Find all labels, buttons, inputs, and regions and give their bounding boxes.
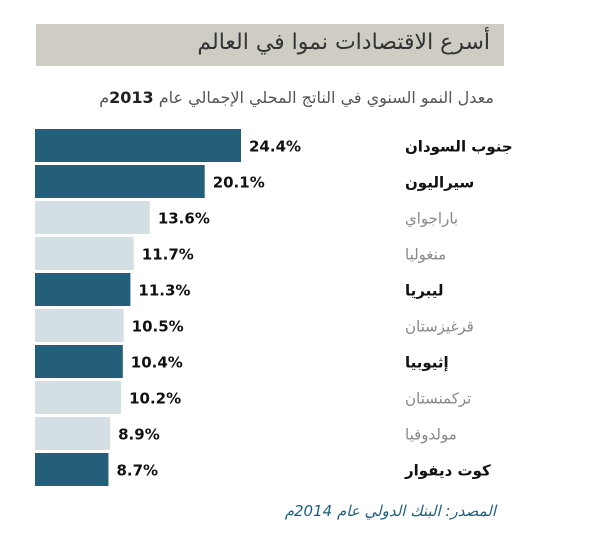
title-bar: أسرع الاقتصادات نموا في العالم xyxy=(36,24,504,66)
category-label-0: جنوب السودان xyxy=(405,138,513,156)
value-label-4: 11.3% xyxy=(138,282,190,300)
subtitle-suffix: م xyxy=(99,88,110,107)
bar-0 xyxy=(35,129,241,162)
value-label-6: 10.4% xyxy=(131,354,183,372)
category-label-3: منغوليا xyxy=(405,246,446,264)
category-label-5: قرغيزستان xyxy=(405,318,474,336)
bar-9 xyxy=(35,453,109,486)
value-label-8: 8.9% xyxy=(118,426,160,444)
bar-4 xyxy=(35,273,131,306)
bar-3 xyxy=(35,237,134,270)
bar-8 xyxy=(35,417,111,450)
value-label-2: 13.6% xyxy=(158,210,210,228)
value-label-5: 10.5% xyxy=(132,318,184,336)
category-label-6: إثيوبيا xyxy=(405,354,449,372)
chart-title: أسرع الاقتصادات نموا في العالم xyxy=(197,30,490,55)
category-label-9: كوت ديفوار xyxy=(404,462,491,480)
subtitle-text: معدل النمو السنوي في الناتج المحلي الإجم… xyxy=(153,88,494,107)
bar-6 xyxy=(35,345,123,378)
category-label-7: تركمنستان xyxy=(405,390,471,408)
value-label-0: 24.4% xyxy=(249,138,301,156)
value-label-1: 20.1% xyxy=(213,174,265,192)
subtitle-year: 2013 xyxy=(109,88,154,107)
bar-1 xyxy=(35,165,205,198)
category-label-1: سيراليون xyxy=(405,174,474,192)
value-label-9: 8.7% xyxy=(116,462,158,480)
category-label-4: ليبريا xyxy=(405,282,443,300)
value-label-7: 10.2% xyxy=(129,390,181,408)
bar-5 xyxy=(35,309,124,342)
source-note: المصدر: البنك الدولي عام 2014م xyxy=(284,502,496,520)
category-label-8: مولدوفيا xyxy=(405,426,457,444)
category-label-2: باراجواي xyxy=(405,210,458,229)
bar-2 xyxy=(35,201,150,234)
chart-subtitle: معدل النمو السنوي في الناتج المحلي الإجم… xyxy=(99,88,494,107)
bar-7 xyxy=(35,381,122,414)
value-label-3: 11.7% xyxy=(142,246,194,264)
